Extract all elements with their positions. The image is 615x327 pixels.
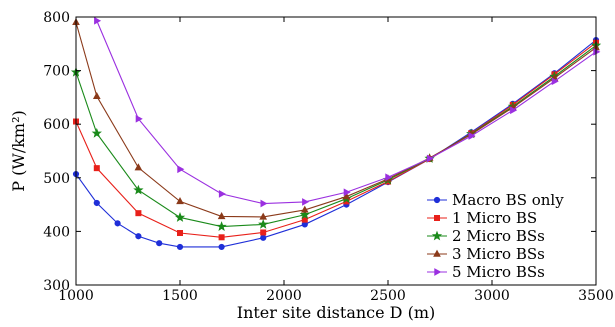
data-point <box>510 106 518 115</box>
data-point <box>260 234 267 241</box>
legend-label: Macro BS only <box>452 191 564 209</box>
data-point <box>176 197 184 205</box>
legend-swatch-marker <box>434 268 442 276</box>
data-point <box>93 199 100 207</box>
data-point <box>260 199 268 208</box>
data-point <box>134 163 143 171</box>
x-tick-label: 3000 <box>474 288 510 304</box>
data-point <box>468 132 476 140</box>
legend-label: 1 Micro BS <box>452 209 537 227</box>
y-tick-label: 400 <box>43 224 70 240</box>
legend-swatch-marker <box>431 230 443 241</box>
series-line <box>75 22 597 218</box>
data-point <box>299 209 310 220</box>
data-point <box>218 234 225 241</box>
x-tick-label: 1000 <box>58 288 94 304</box>
data-point <box>176 243 184 251</box>
series-3-micro-bss <box>72 18 600 220</box>
y-tick-label: 300 <box>43 278 70 294</box>
series-line <box>75 42 597 238</box>
series-line <box>96 20 597 205</box>
data-point <box>593 47 601 56</box>
data-point <box>114 220 121 227</box>
legend-label: 2 Micro BSs <box>452 227 545 245</box>
x-tick-label: 3500 <box>578 288 614 304</box>
plot-frame <box>75 16 597 286</box>
legend-label: 3 Micro BSs <box>452 245 545 263</box>
y-tick-label: 500 <box>43 171 70 187</box>
series-5-micro-bss <box>94 16 601 208</box>
y-tick-label: 800 <box>43 10 70 26</box>
series-line <box>75 39 597 248</box>
data-point <box>135 210 142 217</box>
data-point <box>218 190 226 198</box>
data-point <box>302 198 310 206</box>
data-point <box>174 212 186 222</box>
legend-item: 3 Micro BSs <box>427 245 545 263</box>
data-point <box>94 16 102 25</box>
legend-item: 1 Micro BS <box>427 209 537 227</box>
data-point <box>93 165 100 172</box>
data-point <box>91 127 102 138</box>
data-point <box>258 219 269 229</box>
legend-swatch-marker <box>433 196 441 204</box>
data-point <box>259 212 268 220</box>
data-point <box>343 188 351 197</box>
data-point <box>177 230 183 237</box>
data-point <box>426 154 434 163</box>
data-point <box>300 205 309 213</box>
legend-swatch-marker <box>433 249 441 257</box>
x-tick-label: 1500 <box>162 288 198 304</box>
data-point <box>218 243 225 251</box>
data-point <box>135 233 142 240</box>
data-point <box>156 240 163 247</box>
data-point <box>551 77 559 86</box>
data-point <box>385 173 393 182</box>
y-axis-title: P (W/km²) <box>9 110 28 191</box>
data-point <box>342 192 351 200</box>
data-point <box>260 229 267 236</box>
x-tick-label: 2500 <box>370 288 406 304</box>
data-point <box>301 221 308 228</box>
legend-item: 2 Micro BSs <box>427 227 545 245</box>
legend-swatch-marker <box>434 215 440 221</box>
data-point <box>177 165 185 174</box>
legend-item: 5 Micro BSs <box>427 263 545 281</box>
data-point <box>217 212 226 220</box>
data-point <box>135 114 143 123</box>
x-axis-title: Inter site distance D (m) <box>237 303 436 322</box>
x-tick-label: 2000 <box>266 288 302 304</box>
data-point <box>301 216 308 223</box>
y-tick-label: 700 <box>43 64 70 80</box>
data-point <box>133 184 144 195</box>
legend-label: 5 Micro BSs <box>452 263 545 281</box>
y-tick-label: 600 <box>43 117 70 133</box>
series-line <box>75 44 597 228</box>
data-point <box>92 91 101 100</box>
legend-item: Macro BS only <box>427 191 564 209</box>
data-point <box>216 221 227 231</box>
